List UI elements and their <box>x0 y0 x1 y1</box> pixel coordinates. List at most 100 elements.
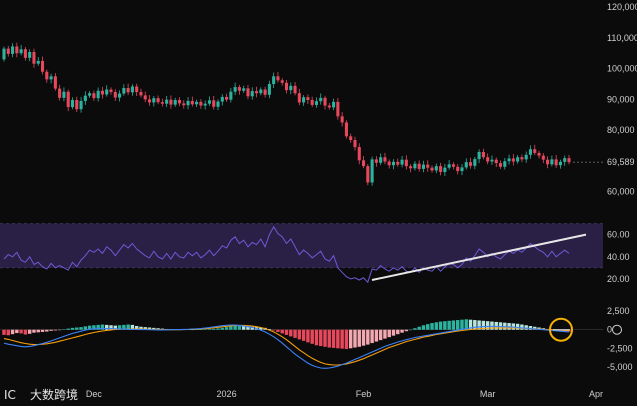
watermark: IC 大数跨境 <box>4 387 78 402</box>
candle-body <box>503 161 507 167</box>
candle-body <box>306 97 310 100</box>
candle-body <box>323 97 327 106</box>
macd-histogram-bar <box>434 322 439 330</box>
macd-histogram-bar <box>130 324 135 330</box>
candle-body <box>366 166 370 183</box>
macd-histogram-bar <box>361 329 366 346</box>
macd-histogram-bar <box>75 327 79 330</box>
candle-body <box>511 158 515 162</box>
time-axis-label: Mar <box>480 389 496 399</box>
candle-body <box>173 100 177 105</box>
candle-body <box>520 157 524 160</box>
macd-histogram-bar <box>567 329 571 332</box>
macd-axis-label: -5,000 <box>607 362 633 372</box>
candle-body <box>447 164 451 168</box>
macd-histogram-bar <box>426 324 430 330</box>
candle-body <box>310 100 314 105</box>
macd-histogram-bar <box>477 320 481 330</box>
candle-body <box>507 158 511 162</box>
candle-body <box>332 101 336 108</box>
macd-histogram-bar <box>520 324 524 330</box>
macd-histogram-bar <box>370 329 374 344</box>
candle-body <box>284 82 289 91</box>
candle-body <box>100 90 104 95</box>
candle-body <box>421 164 426 169</box>
macd-axis-label: 2,500 <box>607 306 630 316</box>
macd-histogram-bar <box>494 321 498 330</box>
macd-histogram-bar <box>229 326 233 330</box>
candle-body <box>280 80 284 83</box>
price-axis-label: 110,000 <box>607 33 637 43</box>
candle-body <box>66 91 70 108</box>
macd-histogram-bar <box>117 325 122 330</box>
macd-histogram-bar <box>276 329 280 332</box>
macd-histogram-bar <box>207 329 212 330</box>
candle-body <box>379 157 383 163</box>
candle-body <box>374 159 378 163</box>
candle-body <box>443 167 447 172</box>
macd-histogram-bar <box>15 329 19 334</box>
candle-body <box>289 85 293 91</box>
candle-body <box>276 76 280 81</box>
macd-histogram-bar <box>40 329 45 332</box>
macd-histogram-bar <box>485 321 490 330</box>
candle-body <box>391 161 396 166</box>
candle-body <box>417 163 421 169</box>
macd-histogram-bar <box>481 320 486 330</box>
candle-body <box>147 99 152 103</box>
candle-body <box>297 93 301 103</box>
candle-body <box>567 158 571 163</box>
macd-histogram-bar <box>468 319 473 330</box>
macd-histogram-bar <box>293 329 297 338</box>
candle-body <box>546 159 550 165</box>
candle-body <box>122 88 126 94</box>
candle-body <box>11 46 15 54</box>
candle-body <box>404 159 408 167</box>
macd-histogram-bar <box>284 329 289 335</box>
candle-body <box>199 101 203 106</box>
candle-body <box>516 157 520 162</box>
candle-body <box>554 159 558 166</box>
candle-body <box>409 166 413 169</box>
candle-body <box>528 149 533 155</box>
macd-histogram-bar <box>233 326 237 330</box>
time-axis: Dec 2026 Feb Mar Apr <box>86 389 603 399</box>
macd-histogram-bar <box>271 329 276 331</box>
rsi-trendline <box>371 233 587 282</box>
macd-histogram-bar <box>36 329 40 333</box>
macd-histogram-bar <box>306 329 310 343</box>
macd-histogram-bar <box>348 329 353 349</box>
macd-histogram-bar <box>152 327 156 330</box>
candle-body <box>79 100 83 110</box>
candle-body <box>118 93 122 98</box>
candle-body <box>537 152 541 156</box>
candle-body <box>426 164 430 168</box>
candle-body <box>49 76 53 80</box>
macd-histogram-bar <box>143 327 147 330</box>
candle-body <box>314 101 319 105</box>
macd-histogram-bar <box>241 326 246 330</box>
candle-body <box>242 88 246 91</box>
candle-body <box>246 88 250 97</box>
candle-body <box>451 164 455 167</box>
time-axis-label: Feb <box>356 389 372 399</box>
candle-body <box>143 95 147 100</box>
candle-body <box>190 100 194 105</box>
candle-body <box>169 99 173 105</box>
macd-histogram-bar <box>447 320 451 330</box>
crossover-marker <box>549 317 573 342</box>
candle-body <box>250 91 254 97</box>
macd-histogram-bar <box>323 329 327 347</box>
macd-histogram-bar <box>62 329 66 330</box>
macd-histogram-bar <box>267 328 272 330</box>
candle-body <box>19 49 23 54</box>
macd-histogram-bar <box>23 329 28 335</box>
candle-body <box>319 97 323 102</box>
candle-body <box>58 88 62 98</box>
macd-histogram-bar <box>19 329 23 334</box>
macd-histogram-bar <box>259 327 263 330</box>
macd-histogram-bar <box>70 327 75 330</box>
candle-body <box>383 157 387 162</box>
candle-body <box>370 159 374 183</box>
